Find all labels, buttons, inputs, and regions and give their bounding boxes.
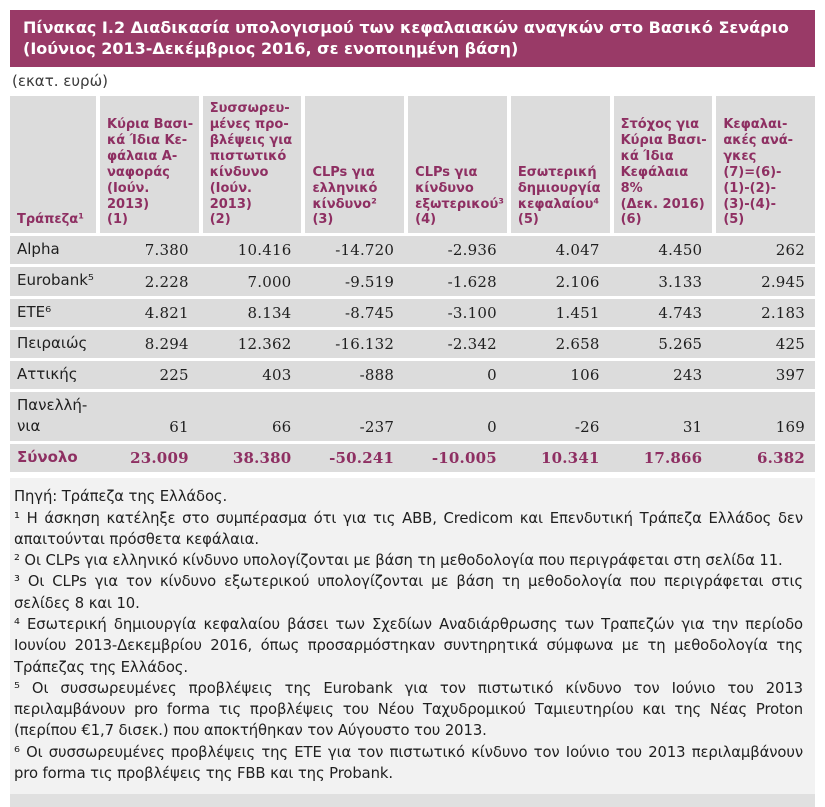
cell-value: 2.183 xyxy=(761,303,806,322)
cell-value: 397 xyxy=(775,366,806,385)
cell-value: -1.628 xyxy=(447,272,497,291)
footnote: ¹ Η άσκηση κατέληξε στο συμπέρασμα ότι γ… xyxy=(14,509,803,548)
column-header: Κεφαλαι- ακές ανά- γκες (7)=(6)- (1)-(2)… xyxy=(716,96,816,234)
footnote: ³ Οι CLPs για τον κίνδυνο εξωτερικού υπο… xyxy=(14,573,803,612)
cell-value: -8.745 xyxy=(344,303,395,322)
cell-value: 8.294 xyxy=(144,335,189,354)
data-table: Τράπεζα¹ Κύρια Βασι- κά Ίδια Κε- φάλαια Α… xyxy=(10,96,816,473)
row-label: Eurobank⁵ xyxy=(17,271,94,290)
source-note: Πηγή: Τράπεζα της Ελλάδος. xyxy=(14,488,228,506)
row-label: ΕΤΕ⁶ xyxy=(17,302,52,321)
cell-value: 0 xyxy=(487,417,497,436)
table-body: Alpha 7.380 10.416 -14.720 -2.936 4.047 4.450 2… xyxy=(10,236,815,473)
cell-value: 243 xyxy=(673,366,703,385)
cell-value: 7.380 xyxy=(144,241,189,260)
column-header: CLPs για ελληνικό κίνδυνο² (3) xyxy=(305,96,405,234)
table-title-bar: Πίνακας I.2 Διαδικασία υπολογισμού των κ… xyxy=(10,10,815,68)
report-table-card: Πίνακας I.2 Διαδικασία υπολογισμού των κ… xyxy=(10,10,816,807)
table-row: Eurobank⁵ 2.228 7.000 -9.519 -1.628 2.106 3.13… xyxy=(10,267,815,296)
cell-value: -14.720 xyxy=(335,241,395,260)
bottom-strip xyxy=(10,794,815,807)
cell-value: 1.451 xyxy=(555,303,600,322)
row-label: Πανελλή- νια xyxy=(17,396,88,435)
cell-value: 4.047 xyxy=(555,241,600,260)
cell-value: 262 xyxy=(775,241,806,260)
cell-value: 3.133 xyxy=(658,272,703,291)
cell-value: 17.866 xyxy=(643,449,703,468)
footnote: ⁴ Εσωτερική δημιουργία κεφαλαίου βάσει τ… xyxy=(14,616,803,676)
cell-value: 2.658 xyxy=(555,335,600,354)
cell-value: -10.005 xyxy=(431,449,497,468)
table-row: ΕΤΕ⁶ 4.821 8.134 -8.745 -3.100 1.451 4.743 2.18… xyxy=(10,298,815,327)
row-label: Alpha xyxy=(17,240,60,259)
table-row: Πανελλή- νια 61 66 -237 0 -26 31 169 xyxy=(10,392,815,441)
column-header: CLPs για κίνδυνο εξωτερικού³ (4) xyxy=(408,96,507,234)
table-header-row: Τράπεζα¹ Κύρια Βασι- κά Ίδια Κε- φάλαια Α… xyxy=(10,96,816,234)
cell-value: 23.009 xyxy=(130,449,189,468)
row-label: Αττικής xyxy=(17,365,78,384)
column-header: Κύρια Βασι- κά Ίδια Κε- φάλαια Α- ναφορά… xyxy=(100,96,199,234)
cell-value: 425 xyxy=(775,335,806,354)
cell-value: 0 xyxy=(487,366,497,385)
cell-value: 169 xyxy=(775,417,806,436)
column-header: Τράπεζα¹ xyxy=(10,96,96,234)
cell-value: 225 xyxy=(159,366,189,385)
cell-value: -2.936 xyxy=(447,241,497,260)
footnotes-section: Πηγή: Τράπεζα της Ελλάδος. ¹ Η άσκηση κατ… xyxy=(10,478,815,795)
table-row: Alpha 7.380 10.416 -14.720 -2.936 4.047 4.450 2… xyxy=(10,236,815,265)
cell-value: -2.342 xyxy=(447,335,497,354)
cell-value: -888 xyxy=(359,366,395,385)
cell-value: -16.132 xyxy=(335,335,395,354)
cell-value: 6.382 xyxy=(757,449,806,468)
cell-value: 8.134 xyxy=(247,303,292,322)
column-header: Συσσωρευ- μένες προ- βλέψεις για πιστωτι… xyxy=(202,96,302,234)
cell-value: 4.743 xyxy=(658,303,703,322)
cell-value: 61 xyxy=(169,417,189,436)
cell-value: -26 xyxy=(574,417,600,436)
table-row: Αττικής 225 403 -888 0 106 243 397 xyxy=(10,361,815,390)
cell-value: 38.380 xyxy=(232,449,292,468)
column-header: Στόχος για Κύρια Βασι- κά Ίδια Κεφάλαια … xyxy=(613,96,713,234)
cell-value: 31 xyxy=(682,417,703,436)
cell-value: -3.100 xyxy=(447,303,497,322)
footnote: ⁶ Οι συσσωρευμένες προβλέψεις της ΕΤΕ γι… xyxy=(14,743,803,783)
row-label: Πειραιώς xyxy=(17,333,88,352)
cell-value: 106 xyxy=(570,366,600,385)
unit-label: (εκατ. ευρώ) xyxy=(12,72,108,91)
cell-value: 2.228 xyxy=(144,272,189,291)
cell-value: 2.106 xyxy=(555,272,600,291)
cell-value: 10.341 xyxy=(540,449,600,468)
cell-value: 403 xyxy=(262,366,292,385)
cell-value: 12.362 xyxy=(237,335,292,354)
cell-value: 2.945 xyxy=(761,272,806,291)
cell-value: 10.416 xyxy=(237,241,292,260)
cell-value: 7.000 xyxy=(247,272,292,291)
cell-value: 4.450 xyxy=(658,241,703,260)
cell-value: 4.821 xyxy=(144,303,189,322)
row-label: Σύνολο xyxy=(17,447,78,466)
table-row: Πειραιώς 8.294 12.362 -16.132 -2.342 2.658 5.2… xyxy=(10,329,815,359)
cell-value: -237 xyxy=(359,417,395,436)
footnote: ² Οι CLPs για ελληνικό κίνδυνο υπολογίζο… xyxy=(14,552,783,570)
cell-value: 66 xyxy=(271,417,292,436)
table-total-row: Σύνολο 23.009 38.380 -50.241 -10.005 10.341 17… xyxy=(10,443,815,473)
cell-value: 5.265 xyxy=(658,335,703,354)
column-header: Εσωτερική δημιουργία κεφαλαίου⁴ (5) xyxy=(510,96,610,234)
table-title: Πίνακας I.2 Διαδικασία υπολογισμού των κ… xyxy=(23,18,789,59)
footnote: ⁵ Οι συσσωρευμένες προβλέψεις της Euroba… xyxy=(14,679,803,740)
cell-value: -50.241 xyxy=(329,449,395,468)
cell-value: -9.519 xyxy=(344,272,395,291)
